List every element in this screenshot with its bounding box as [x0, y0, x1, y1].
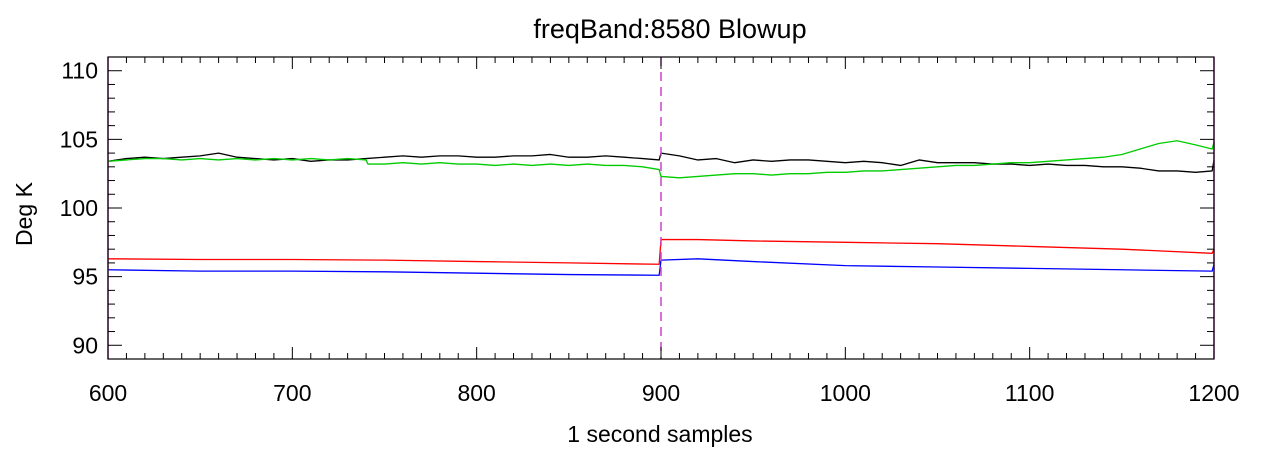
- y-axis-title: Deg K: [11, 181, 37, 246]
- marker-layer: [107, 57, 1215, 359]
- x-tick-label: 900: [642, 380, 680, 406]
- y-tick-label: 95: [72, 264, 98, 290]
- y-tick-label: 90: [72, 332, 98, 358]
- series-line-3: [107, 238, 1215, 265]
- x-tick-label: 1100: [1005, 380, 1054, 406]
- y-tick-label: 100: [60, 195, 98, 221]
- y-tick-label: 105: [60, 126, 98, 152]
- x-axis-title: 1 second samples: [567, 421, 752, 447]
- y-tick-label: 110: [61, 58, 98, 84]
- x-tick-label: 1000: [820, 380, 871, 406]
- x-tick-label: 600: [89, 380, 127, 406]
- tick-labels: 600 700 800 900 1000 1100 1200 90 95 100 105 110: [60, 58, 1240, 406]
- x-tick-label: 800: [457, 380, 495, 406]
- chart-title: freqBand:8580 Blowup: [533, 14, 806, 44]
- series-line-4: [107, 258, 1215, 276]
- x-tick-label: 1200: [1188, 380, 1239, 406]
- axis-ticks: [107, 56, 1215, 360]
- x-tick-label: 700: [273, 380, 311, 406]
- series-line-2: [107, 140, 1215, 179]
